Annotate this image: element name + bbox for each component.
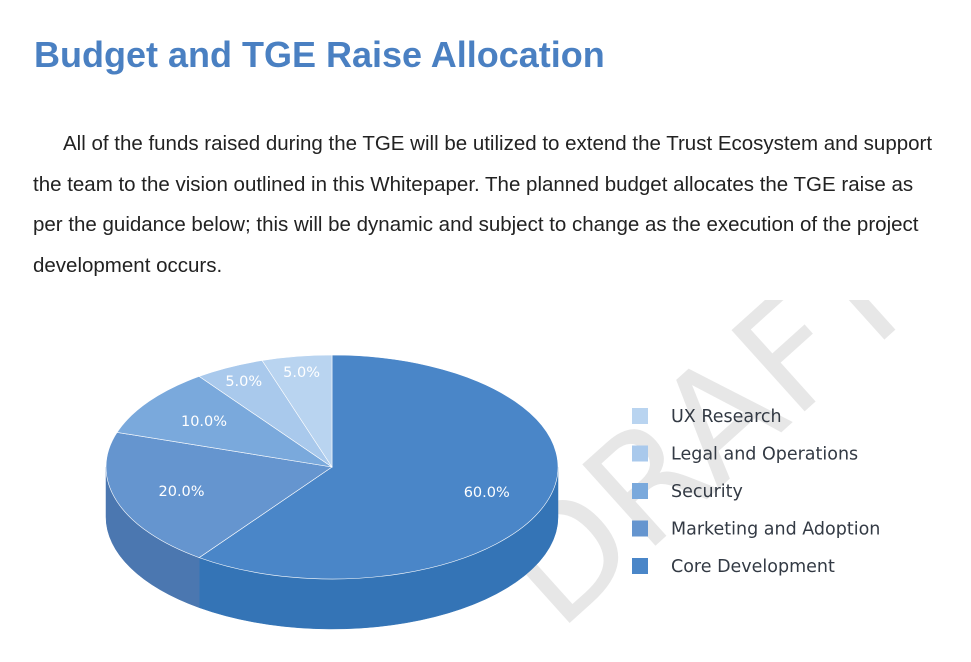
allocation-pie-chart: DRAFT 60.0%20.0%10.0%5.0%5.0% UX Researc… — [105, 300, 949, 660]
pie-slice-ux-research — [261, 354, 333, 469]
legend-item-legal-and-operations: Legal and Operations — [632, 445, 858, 465]
slice-label-security: 10.0% — [181, 414, 227, 430]
intro-paragraph: All of the funds raised during the TGE w… — [33, 132, 933, 277]
legend-swatch — [632, 558, 648, 574]
legend-label: Security — [671, 482, 743, 502]
slice-label-ux-research: 5.0% — [283, 365, 320, 381]
slice-label-marketing-and-adoption: 20.0% — [159, 484, 205, 500]
pie-slice-security — [116, 376, 333, 468]
pie-slice-core-development — [198, 354, 559, 580]
legend-label: UX Research — [671, 407, 782, 427]
slice-label-legal-and-operations: 5.0% — [225, 374, 262, 390]
legend-swatch — [632, 408, 648, 424]
legend-swatch — [632, 445, 648, 462]
pie-slice-marketing-and-adoption — [105, 432, 333, 558]
page-title: Budget and TGE Raise Allocation — [34, 34, 605, 75]
slice-label-core-development: 60.0% — [464, 485, 510, 501]
legend-label: Marketing and Adoption — [671, 520, 880, 540]
legend-item-core-development: Core Development — [632, 557, 835, 577]
legend-item-ux-research: UX Research — [632, 407, 782, 427]
legend-swatch — [632, 520, 648, 537]
legend-label: Legal and Operations — [671, 445, 858, 465]
legend-item-marketing-and-adoption: Marketing and Adoption — [632, 520, 880, 540]
legend-label: Core Development — [671, 557, 835, 577]
legend-swatch — [632, 483, 648, 499]
legend-item-security: Security — [632, 482, 743, 502]
